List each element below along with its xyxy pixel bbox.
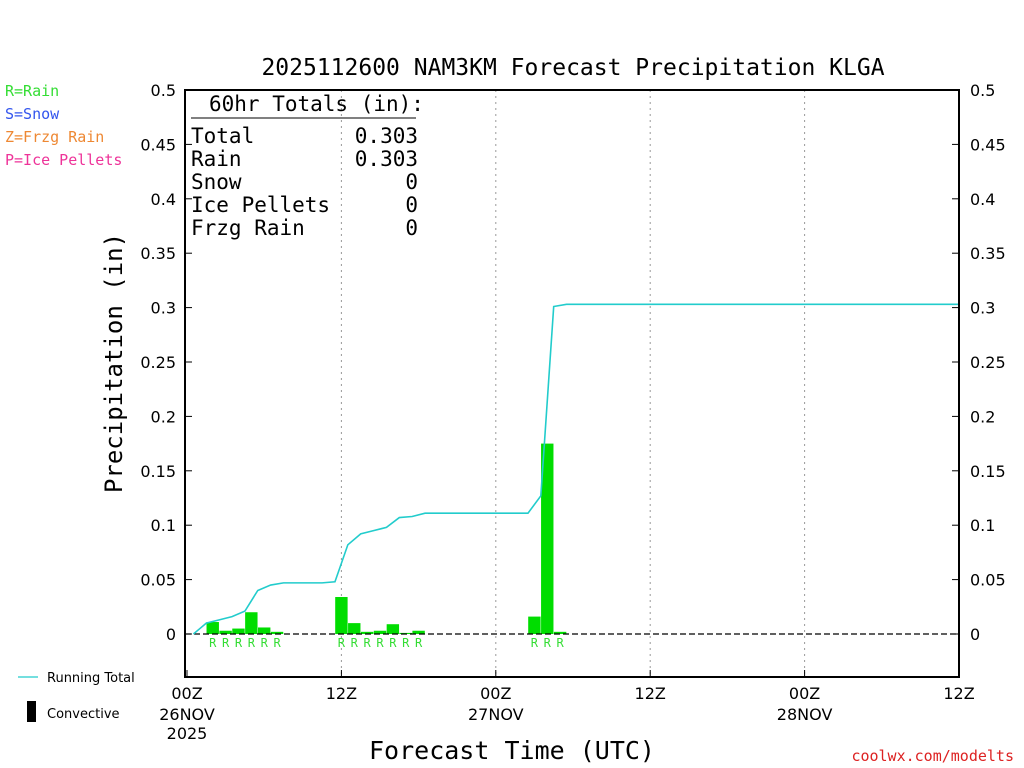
y-tick-label: 0.35 [970,244,1006,263]
y-tick-label: 0 [166,625,176,644]
totals-row-value: 0.303 [355,147,418,171]
precip-type-label: R [338,636,346,650]
y-tick-label: 0.15 [140,462,176,481]
x-tick-date-label: 28NOV [777,705,833,724]
y-tick-label: 0.2 [970,407,995,426]
bar [541,443,554,634]
running-total-line [192,303,959,635]
x-tick-label: 12Z [326,684,357,703]
bar [553,631,567,634]
credit-text: coolwx.com/modelts [851,747,1014,765]
precip-type-label: R [376,636,384,650]
bar [270,631,284,634]
x-tick-date-label: 26NOV [159,705,215,724]
totals-row-label: Frzg Rain [191,216,305,240]
totals-box: 60hr Totals (in): Total 0.303 Rain 0.303 Snow… [191,92,424,240]
totals-row-value: 0.303 [355,124,418,148]
y-tick-label: 0.5 [151,81,176,100]
x-tick-label: 00Z [480,684,511,703]
y-tick-label: 0.15 [970,462,1006,481]
y-tick-label: 0.45 [140,135,176,154]
totals-row-label: Snow [191,170,242,194]
precip-type-label: R [402,636,410,650]
x-axis-label: Forecast Time (UTC) [369,736,655,765]
y-tick-label: 0 [970,625,980,644]
y-tick-label: 0.25 [140,353,176,372]
bar [373,630,387,634]
bar [219,630,232,634]
type-legend-entry: R=Rain [5,82,59,100]
precip-type-label: R [235,636,243,650]
totals-heading: 60hr Totals (in): [209,92,424,116]
bar [528,616,541,634]
y-tick-label: 0.3 [970,299,995,318]
y-tick-label: 0.5 [970,81,995,100]
totals-row-value: 0 [405,170,418,194]
y-axis-right: 0.5 0.45 0.4 0.35 0.3 0.25 0.2 0.15 0.1 0.05 0 [952,81,1006,644]
precip-type-label: R [531,636,539,650]
y-tick-label: 0.1 [151,516,176,535]
type-legend-entry: S=Snow [5,105,60,123]
running-total-legend-label: Running Total [47,671,135,686]
totals-row-value: 0 [405,193,418,217]
x-tick-label: 12Z [943,684,974,703]
precip-type-label: R [389,636,397,650]
y-tick-label: 0.3 [151,299,176,318]
x-tick-label: 12Z [635,684,666,703]
type-legend-entry: Z=Frzg Rain [5,128,104,146]
precip-type-label: R [248,636,256,650]
x-tick-label: 00Z [171,684,202,703]
y-tick-label: 0.1 [970,516,995,535]
y-tick-label: 0.45 [970,135,1006,154]
y-tick-label: 0.2 [151,407,176,426]
precip-type-label: R [557,636,565,650]
precip-type-label: R [209,636,217,650]
totals-row-label: Total [191,124,254,148]
bar [245,612,258,634]
bar [360,631,374,634]
x-tick-label: 00Z [789,684,820,703]
precip-type-label: R [351,636,359,650]
y-tick-label: 0.4 [151,190,176,209]
precip-type-label: R [261,636,269,650]
precip-type-label: R [364,636,372,650]
y-axis-left: 0.5 0.45 0.4 0.35 0.3 0.25 0.2 0.15 0.1 0.05 0 [140,81,192,644]
y-tick-label: 0.4 [970,190,995,209]
x-tick-year-label: 2025 [167,724,208,743]
y-tick-label: 0.25 [970,353,1006,372]
vertical-grid [340,90,806,677]
totals-row-label: Rain [191,147,242,171]
convective-legend-swatch [27,701,36,722]
bar [412,630,425,634]
y-tick-label: 0.05 [970,571,1006,590]
convective-legend-label: Convective [47,707,120,722]
x-tick-date-label: 27NOV [468,705,524,724]
totals-row-value: 0 [405,216,418,240]
bar [206,622,219,634]
y-tick-label: 0.35 [140,244,176,263]
bar [232,628,245,634]
totals-row-label: Ice Pellets [191,193,330,217]
bar-series [206,443,567,634]
y-axis-label: Precipitation (in) [100,233,128,493]
bar [335,597,348,634]
type-legend-entry: P=Ice Pellets [5,151,122,169]
precip-type-label: R [273,636,281,650]
bar [386,624,400,634]
chart-title: 2025112600 NAM3KM Forecast Precipitation… [261,55,884,81]
precip-type-legend: R=Rain S=Snow Z=Frzg Rain P=Ice Pellets [5,82,122,169]
plot-frame [184,89,960,678]
bar [348,623,361,634]
series-legend: Running Total Convective [18,671,135,722]
precip-type-label: R [222,636,230,650]
bar [258,627,271,634]
y-tick-label: 0.05 [140,571,176,590]
precip-type-label: R [544,636,552,650]
precip-type-label: R [415,636,423,650]
